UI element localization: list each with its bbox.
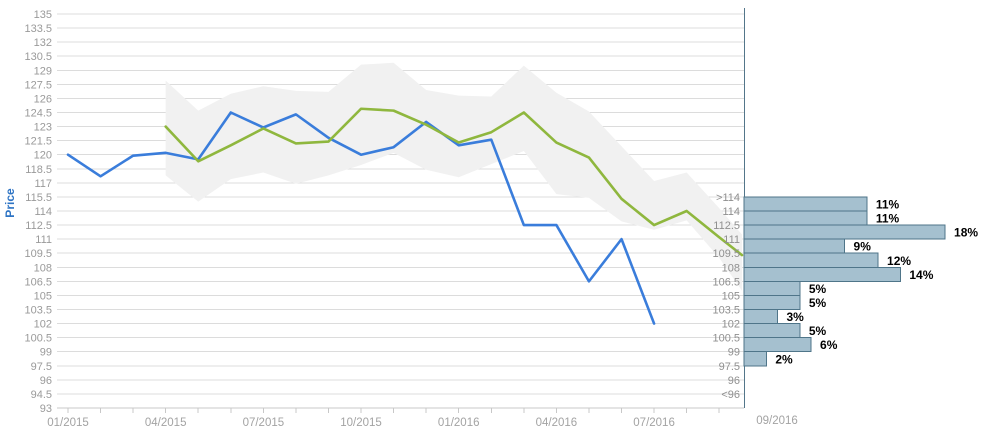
y-tick-label: 100.5 bbox=[24, 333, 52, 345]
histogram-category-label: 106.5 bbox=[712, 276, 740, 288]
y-tick-label: 115.5 bbox=[25, 192, 52, 204]
y-tick-label: 97.5 bbox=[31, 361, 52, 373]
y-tick-label: 102 bbox=[34, 319, 52, 331]
x-tick-label: 07/2016 bbox=[633, 417, 675, 429]
histogram-category-label: 109.5 bbox=[712, 248, 740, 260]
histogram-value-label: 11% bbox=[876, 197, 900, 211]
histogram-bar bbox=[743, 309, 779, 325]
estimate-price-line bbox=[164, 107, 744, 257]
y-tick-label: 103.5 bbox=[24, 305, 52, 317]
histogram-bar bbox=[743, 252, 879, 268]
histogram-bar bbox=[743, 196, 868, 212]
histogram-category-label: 108 bbox=[722, 262, 740, 274]
x-tick-label: 07/2015 bbox=[243, 417, 285, 429]
histogram-value-label: 5% bbox=[809, 282, 827, 296]
y-tick-label: 112.5 bbox=[25, 220, 52, 232]
y-tick-label: 127.5 bbox=[24, 79, 52, 91]
y-tick-label: 114 bbox=[34, 206, 52, 218]
histogram-value-label: 12% bbox=[887, 254, 911, 268]
histogram-value-label: 14% bbox=[909, 268, 933, 282]
y-tick-label: 121.5 bbox=[24, 136, 52, 148]
y-tick-label: 135 bbox=[34, 9, 52, 21]
confidence-band bbox=[165, 62, 742, 291]
y-tick-label: 108 bbox=[34, 262, 52, 274]
x-tick-label: 01/2016 bbox=[438, 417, 480, 429]
y-tick-label: 130.5 bbox=[24, 51, 52, 63]
histogram-category-label: 112.5 bbox=[713, 220, 740, 232]
histogram-category-label: 102 bbox=[722, 319, 740, 331]
histogram-value-label: 6% bbox=[820, 338, 838, 352]
y-axis-title: Price bbox=[3, 188, 17, 218]
histogram-value-label: 3% bbox=[787, 310, 805, 324]
y-tick-label: 105 bbox=[34, 290, 52, 302]
y-tick-label: 109.5 bbox=[24, 248, 52, 260]
x-tick-label: 10/2015 bbox=[340, 417, 382, 429]
histogram-bar bbox=[743, 294, 801, 310]
histogram-category-label: <96 bbox=[721, 389, 740, 401]
histogram-value-label: 5% bbox=[809, 324, 827, 338]
histogram-category-label: >114 bbox=[716, 192, 740, 204]
y-tick-label: 96 bbox=[40, 375, 52, 387]
histogram-value-label: 5% bbox=[809, 296, 827, 310]
x-tick-label: 01/2015 bbox=[47, 417, 89, 429]
x-tick-label: 04/2015 bbox=[145, 417, 187, 429]
histogram-category-label: 100.5 bbox=[712, 333, 740, 345]
histogram-category-label: 111 bbox=[723, 234, 740, 246]
histogram-value-label: 11% bbox=[876, 212, 900, 226]
y-tick-label: 124.5 bbox=[24, 108, 52, 120]
y-tick-label: 117 bbox=[34, 178, 52, 190]
histogram-bar bbox=[743, 351, 767, 367]
histogram-bar bbox=[743, 266, 901, 282]
forecast-date-label: 09/2016 bbox=[756, 415, 798, 427]
histogram-bar bbox=[743, 238, 846, 254]
histogram-category-label: 114 bbox=[722, 206, 740, 218]
histogram-bar bbox=[743, 323, 801, 339]
y-tick-label: 120 bbox=[34, 150, 52, 162]
y-tick-label: 126 bbox=[34, 93, 52, 105]
histogram-category-label: 99 bbox=[728, 347, 740, 359]
histogram-bar bbox=[743, 280, 801, 296]
histogram-value-label: 18% bbox=[954, 226, 978, 240]
histogram-value-label: 9% bbox=[854, 240, 872, 254]
histogram-bar bbox=[743, 224, 946, 240]
y-tick-label: 132 bbox=[34, 37, 52, 49]
histogram-category-label: 103.5 bbox=[712, 305, 740, 317]
y-tick-label: 94.5 bbox=[31, 389, 52, 401]
x-tick-label: 04/2016 bbox=[536, 417, 578, 429]
y-tick-label: 118.5 bbox=[25, 164, 52, 176]
histogram-category-label: 105 bbox=[722, 290, 740, 302]
y-tick-label: 129 bbox=[34, 65, 52, 77]
actual-price-line bbox=[66, 111, 656, 325]
y-tick-label: 106.5 bbox=[24, 276, 52, 288]
y-tick-label: 123 bbox=[34, 122, 52, 134]
y-tick-label: 99 bbox=[40, 347, 52, 359]
histogram-bar bbox=[743, 210, 868, 226]
histogram-bar bbox=[743, 337, 812, 353]
y-tick-label: 111 bbox=[35, 234, 52, 246]
y-tick-label: 93 bbox=[40, 403, 52, 415]
y-tick-label: 133.5 bbox=[24, 23, 52, 35]
histogram-category-label: 96 bbox=[728, 375, 740, 387]
histogram-value-label: 2% bbox=[775, 352, 793, 366]
histogram-category-label: 97.5 bbox=[719, 361, 740, 373]
